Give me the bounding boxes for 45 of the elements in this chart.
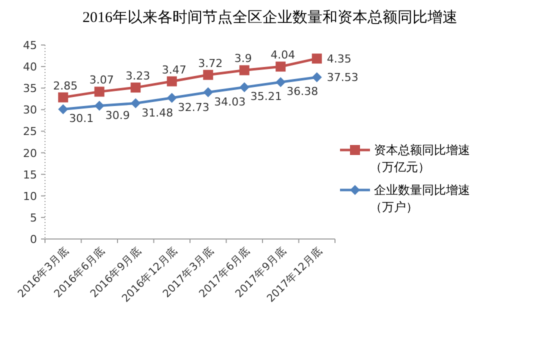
data-label: 30.9	[105, 108, 130, 122]
data-label: 3.07	[89, 74, 114, 87]
point	[130, 82, 141, 93]
data-label: 31.48	[142, 106, 174, 120]
y-tick-label: 5	[30, 211, 37, 224]
point	[58, 104, 68, 114]
point	[130, 98, 141, 108]
y-tick-label: 0	[30, 233, 37, 246]
data-label: 4.35	[326, 52, 352, 66]
point	[276, 62, 286, 72]
point	[312, 54, 322, 64]
chart-title: 2016年以来各时间节点全区企业数量和资本总额同比增速	[82, 9, 458, 26]
y-tick-label: 15	[23, 168, 37, 182]
data-label: 34.03	[214, 95, 246, 108]
data-label: 3.9	[234, 52, 252, 66]
legend-label: 企业数量同比增速（万户）	[370, 183, 470, 214]
y-tick-label: 10	[23, 190, 37, 203]
y-tick-label: 35	[23, 82, 37, 96]
data-label: 36.38	[286, 85, 318, 98]
data-label: 3.72	[198, 56, 223, 70]
data-label: 37.53	[326, 71, 358, 84]
point	[203, 87, 214, 98]
y-tick-label: 20	[23, 146, 37, 160]
y-tick-label: 40	[23, 60, 37, 74]
point	[166, 92, 177, 103]
data-label: 3.23	[126, 70, 150, 83]
data-label: 35.21	[250, 90, 282, 104]
data-label: 32.73	[178, 100, 210, 114]
point	[58, 92, 68, 102]
y-tick-label: 25	[23, 125, 37, 138]
point	[94, 86, 104, 97]
data-label: 2.85	[53, 79, 78, 92]
legend-label: 资本总额同比增速（万亿元）	[370, 143, 470, 174]
y-tick-label: 30	[23, 104, 37, 117]
data-label: 4.04	[270, 48, 296, 62]
point	[203, 70, 214, 80]
point	[239, 65, 250, 76]
data-label: 30.1	[69, 112, 94, 126]
data-label: 3.47	[162, 63, 186, 76]
point	[166, 76, 177, 86]
point	[94, 100, 104, 111]
point	[312, 72, 322, 82]
point	[276, 77, 286, 88]
point	[239, 82, 250, 92]
y-tick-label: 45	[23, 39, 37, 52]
